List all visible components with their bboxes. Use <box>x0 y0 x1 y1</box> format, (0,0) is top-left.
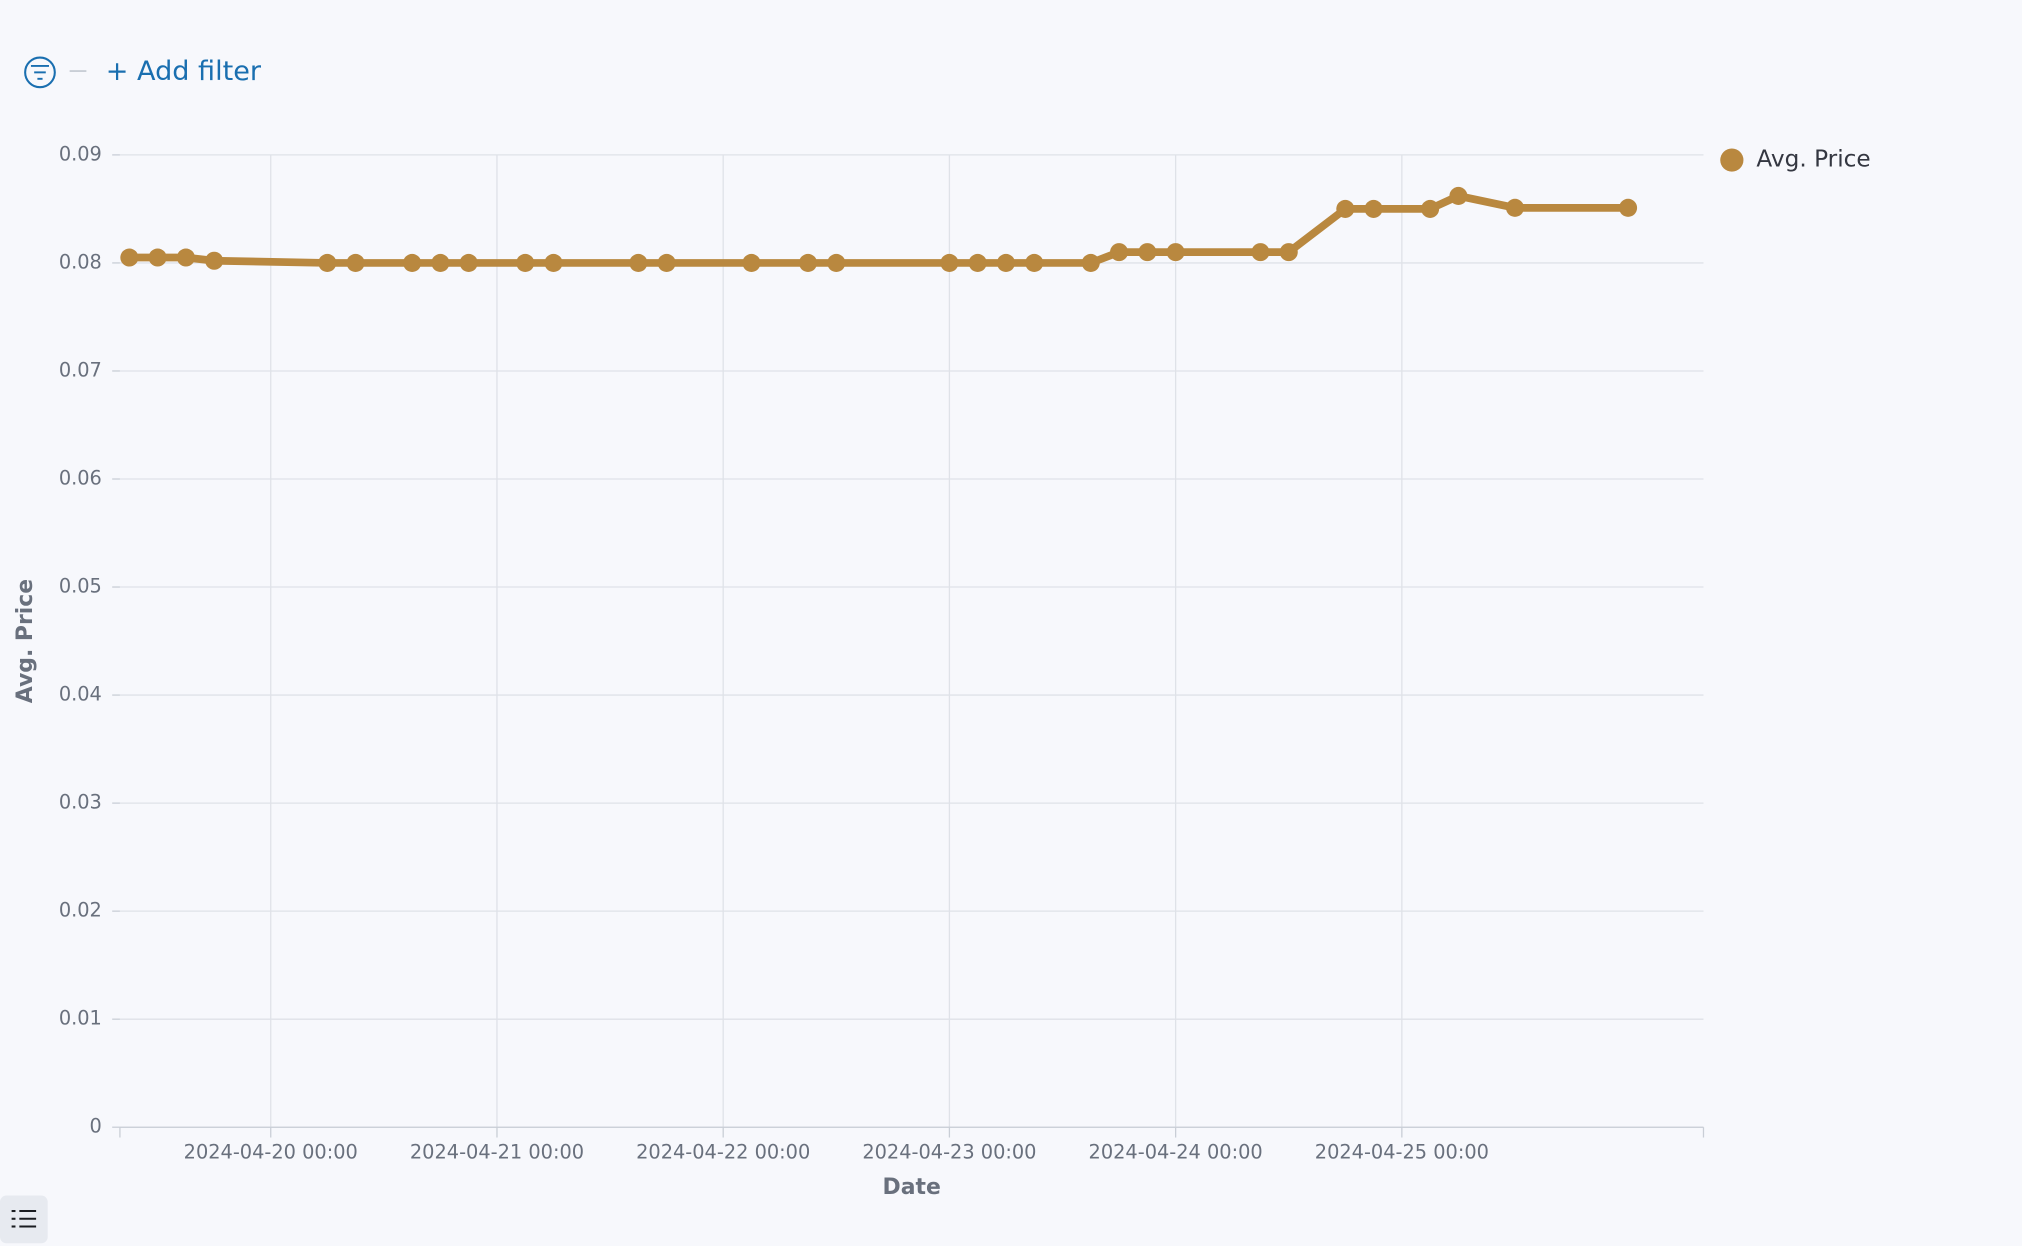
legend-marker <box>1720 148 1744 172</box>
point <box>629 253 648 272</box>
point <box>1251 243 1270 262</box>
point <box>346 253 365 272</box>
point <box>1505 198 1524 217</box>
point <box>1421 199 1440 218</box>
y-tick-label: 0.07 <box>59 358 102 381</box>
x-tick-label: 2024-04-22 00:00 <box>636 1141 810 1164</box>
point <box>431 253 450 272</box>
point <box>798 253 818 272</box>
list-button[interactable] <box>0 1195 48 1244</box>
y-axis-title: Avg. Price <box>13 579 38 703</box>
point <box>1081 253 1100 272</box>
y-tick-label: 0.06 <box>59 467 102 490</box>
point <box>318 253 337 272</box>
point <box>742 253 761 272</box>
y-tick-label: 0.01 <box>59 1007 102 1030</box>
x-axis-title: Date <box>883 1175 941 1200</box>
point <box>1110 243 1129 262</box>
y-tick-label: 0.04 <box>59 683 102 706</box>
point <box>176 248 195 267</box>
y-tick-label: 0.03 <box>59 791 102 814</box>
y-tick-label: 0.02 <box>59 899 102 922</box>
point <box>1025 253 1044 272</box>
point <box>1449 186 1468 205</box>
point <box>205 251 224 270</box>
point <box>544 253 563 272</box>
point <box>459 253 478 272</box>
x-tick-label: 2024-04-21 00:00 <box>410 1141 584 1164</box>
point <box>968 253 987 272</box>
point <box>657 253 676 272</box>
point <box>1364 199 1383 218</box>
point <box>516 253 535 272</box>
point <box>1336 199 1355 218</box>
point <box>1138 243 1157 262</box>
legend-label: Avg. Price <box>1756 146 1870 173</box>
point <box>1619 198 1638 217</box>
x-tick-label: 2024-04-20 00:00 <box>184 1141 358 1164</box>
y-tick-label: 0.09 <box>59 142 102 165</box>
point <box>120 248 139 267</box>
y-tick-label: 0 <box>90 1115 102 1138</box>
point <box>827 253 846 272</box>
point <box>1279 243 1298 262</box>
point <box>1166 243 1185 262</box>
series-line <box>129 192 1629 267</box>
point <box>403 253 422 272</box>
point <box>996 253 1015 272</box>
x-tick-label: 2024-04-24 00:00 <box>1089 1141 1263 1164</box>
point <box>940 253 959 272</box>
chart: Date Avg. Price 0 0.01 0.02 0.03 0.04 0.05 0.0… <box>13 142 1871 1199</box>
point <box>148 248 167 267</box>
x-tick-label: 2024-04-23 00:00 <box>862 1141 1036 1164</box>
y-tick-label: 0.08 <box>59 250 102 273</box>
x-tick-label: 2024-04-25 00:00 <box>1315 1141 1489 1164</box>
filter-icon[interactable] <box>24 56 56 89</box>
y-tick-label: 0.05 <box>59 575 102 598</box>
add-filter[interactable]: + Add filter <box>106 56 262 87</box>
